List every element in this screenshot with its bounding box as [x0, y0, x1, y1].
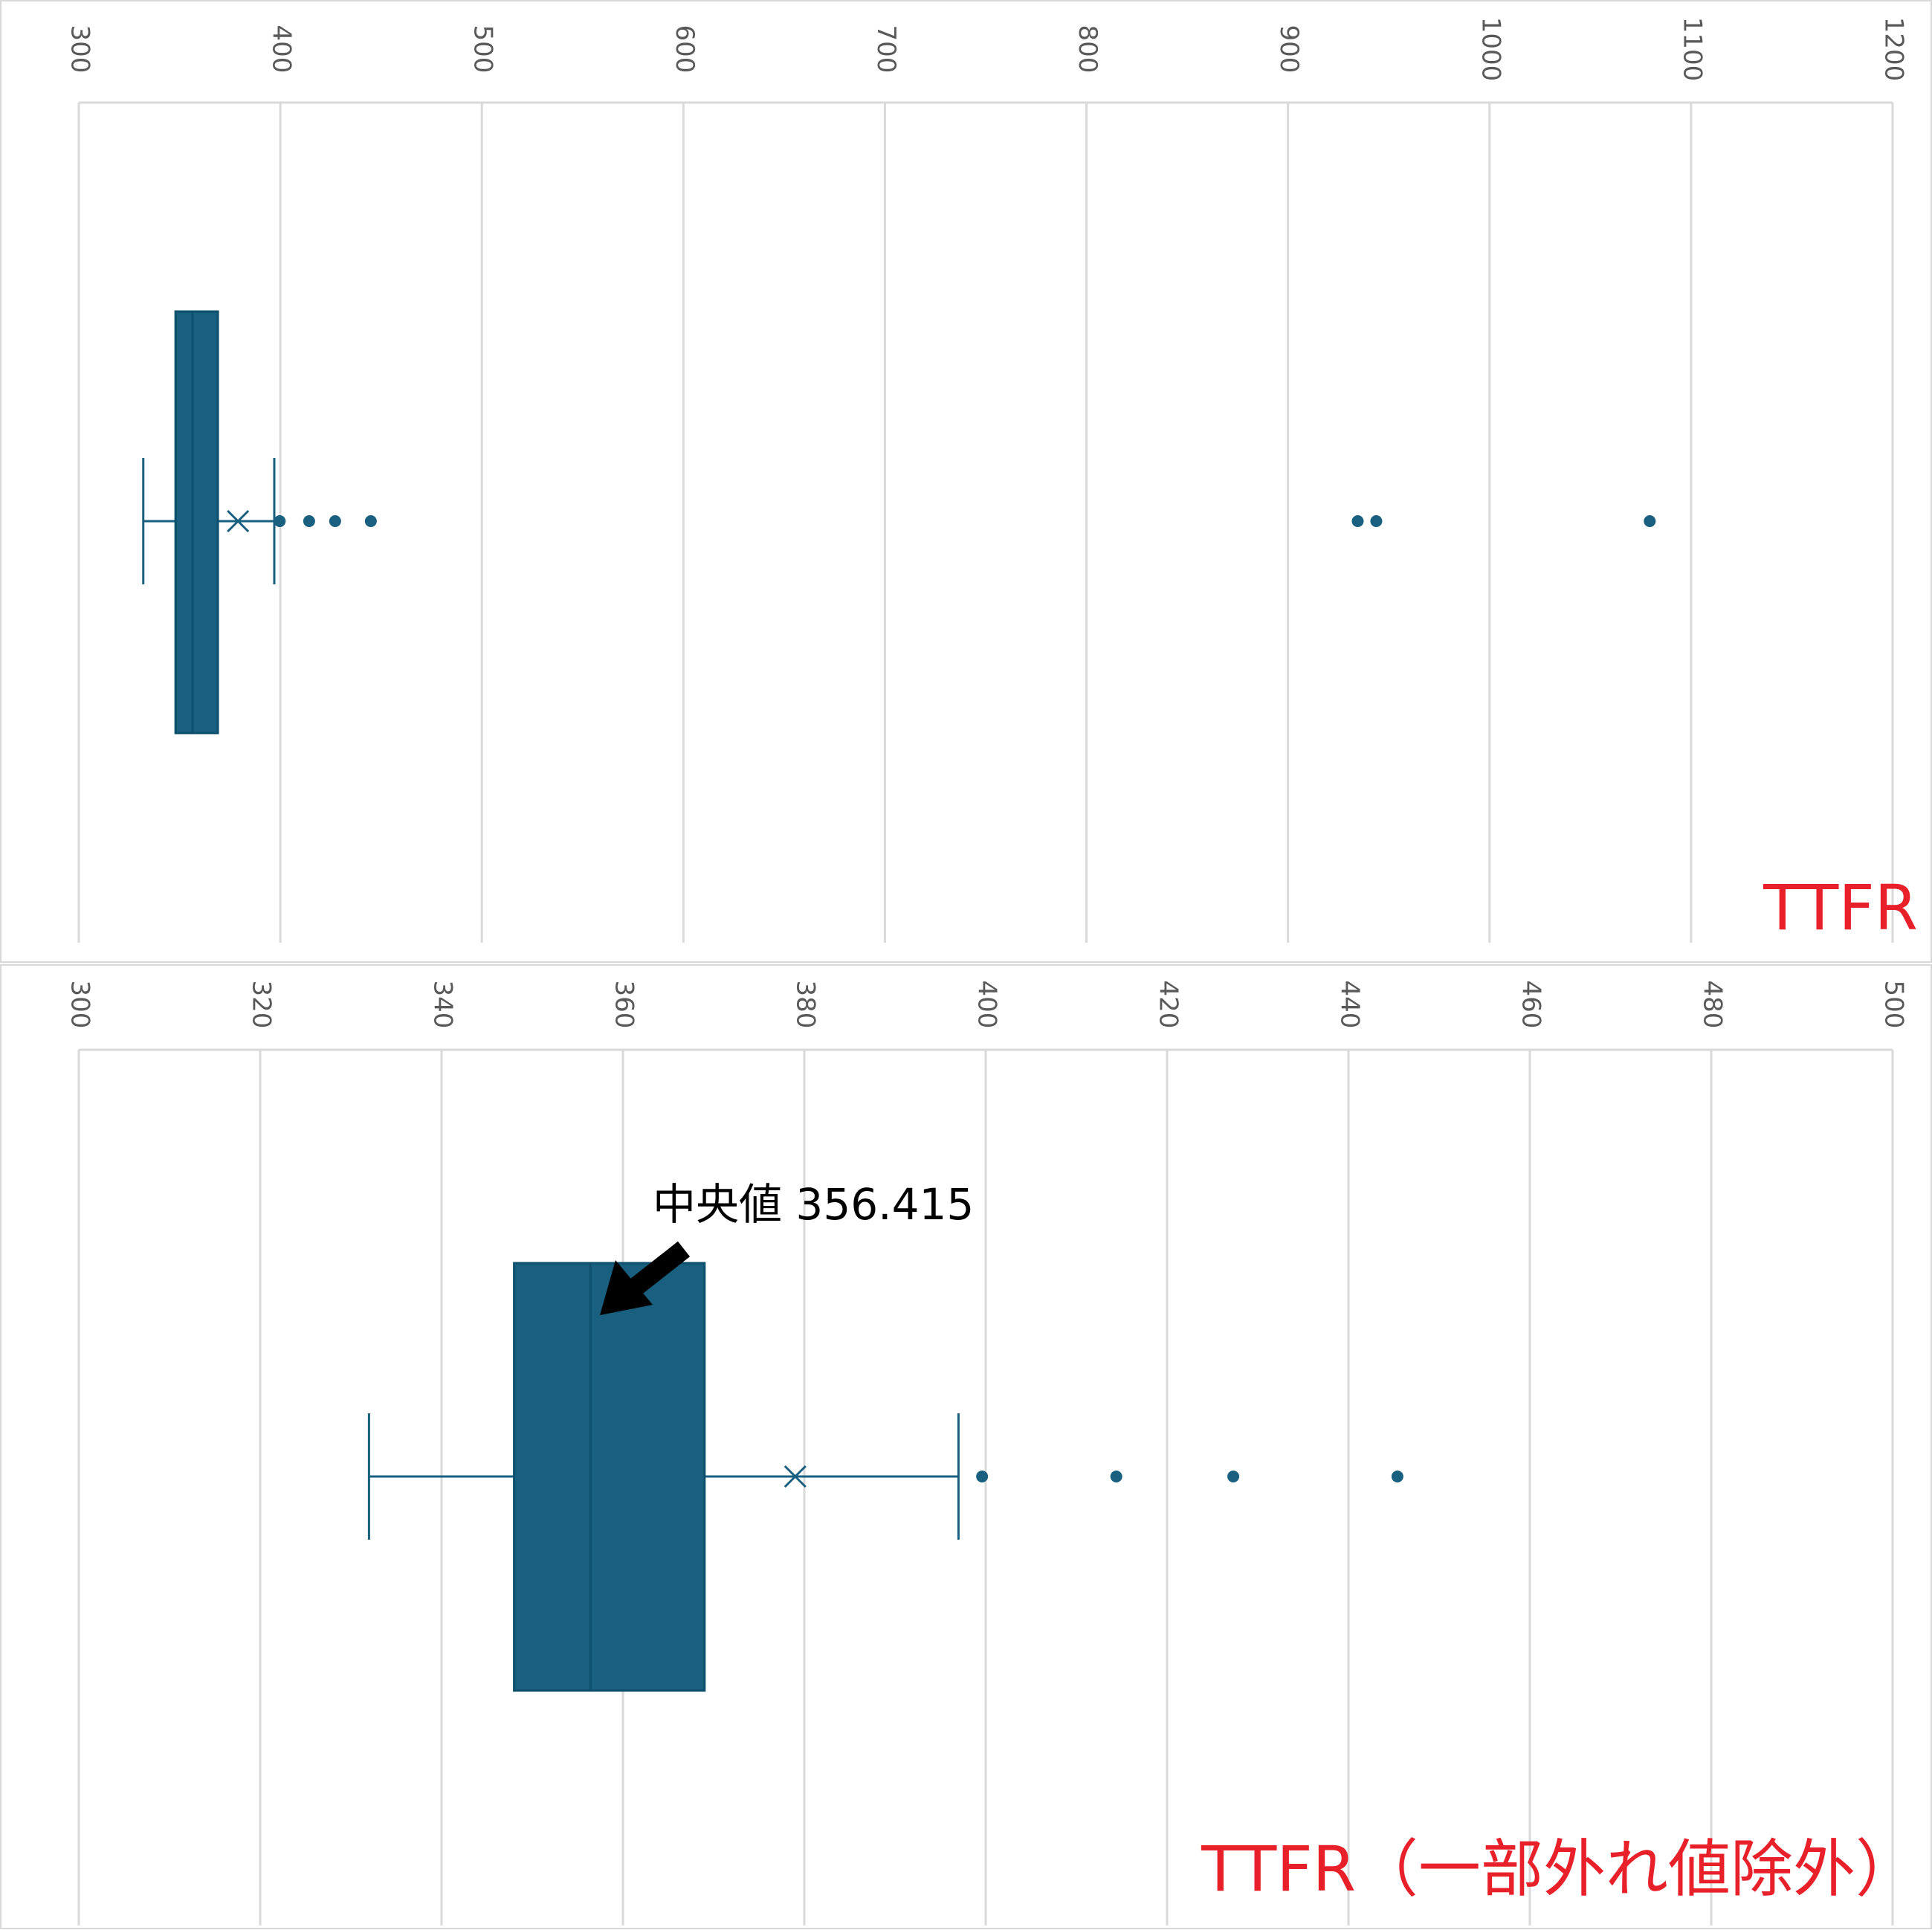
panel-border: [0, 964, 1932, 1929]
x-tick-label: 320: [247, 981, 277, 1029]
outlier: [976, 1471, 989, 1482]
x-tick-label: 700: [871, 25, 901, 74]
outlier: [1351, 515, 1364, 527]
outlier: [1644, 515, 1656, 527]
annotation: 中央値 356.415: [653, 1179, 974, 1230]
chart-title: TTFR: [1763, 871, 1918, 944]
chart-title: TTFR（一部外れ値除外）: [1201, 1833, 1918, 1905]
outlier: [364, 515, 377, 527]
outlier: [303, 515, 315, 527]
outlier: [329, 515, 341, 527]
x-tick-label: 1200: [1879, 17, 1909, 82]
x-tick-label: 500: [1879, 981, 1909, 1029]
x-tick-label: 1100: [1677, 17, 1707, 82]
x-tick-label: 420: [1154, 981, 1183, 1029]
x-tick-label: 600: [670, 25, 700, 74]
x-tick-label: 300: [65, 25, 95, 74]
panel-border: [0, 0, 1932, 963]
x-tick-label: 400: [972, 981, 1002, 1029]
outlier: [1370, 515, 1383, 527]
x-tick-label: 400: [267, 25, 297, 74]
x-tick-label: 440: [1335, 981, 1365, 1029]
x-tick-label: 300: [65, 981, 95, 1029]
outlier: [1227, 1471, 1240, 1482]
x-tick-label: 360: [610, 981, 639, 1029]
x-tick-label: 460: [1516, 981, 1546, 1029]
x-tick-label: 1000: [1476, 17, 1505, 82]
outlier: [1110, 1471, 1122, 1482]
outlier: [274, 515, 286, 527]
box: [513, 1262, 706, 1692]
annotation-arrow-head: [600, 1260, 653, 1315]
x-tick-label: 380: [791, 981, 821, 1029]
box: [174, 310, 219, 735]
outlier: [1391, 1471, 1403, 1482]
annotation-arrow-shaft: [625, 1241, 691, 1298]
x-tick-label: 480: [1698, 981, 1728, 1029]
x-tick-label: 800: [1073, 25, 1102, 74]
x-tick-label: 900: [1274, 25, 1304, 74]
x-tick-label: 340: [428, 981, 458, 1029]
mean-marker: [227, 509, 250, 533]
x-tick-label: 500: [468, 25, 498, 74]
mean-marker: [784, 1465, 807, 1488]
